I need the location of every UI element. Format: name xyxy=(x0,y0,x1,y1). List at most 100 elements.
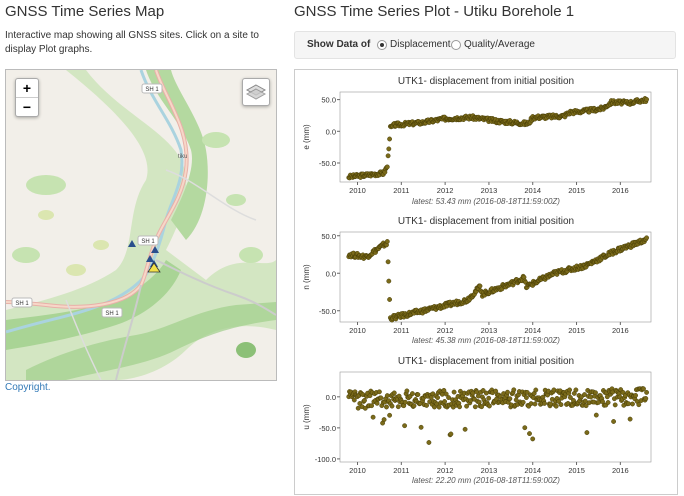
data-point xyxy=(567,395,573,400)
data-point xyxy=(411,403,417,409)
data-point xyxy=(532,401,538,407)
data-point xyxy=(369,403,375,409)
gnss-site-marker[interactable] xyxy=(146,255,154,262)
radio-selected-icon xyxy=(377,39,387,50)
data-point xyxy=(511,387,517,393)
data-point xyxy=(386,278,392,284)
y-tick-label: 0.0 xyxy=(326,269,336,278)
data-point xyxy=(548,401,554,407)
data-point xyxy=(530,436,536,442)
data-point xyxy=(641,386,646,392)
data-point xyxy=(582,392,587,397)
data-point xyxy=(480,388,486,393)
map-description: Interactive map showing all GNSS sites. … xyxy=(5,30,259,55)
x-tick-label: 2011 xyxy=(393,326,409,335)
data-point xyxy=(626,401,631,407)
plots-container: UTK1- displacement from initial position… xyxy=(294,69,678,495)
x-tick-label: 2014 xyxy=(524,186,541,195)
data-point xyxy=(627,416,633,422)
x-tick-label: 2016 xyxy=(612,326,629,335)
data-point xyxy=(384,404,389,410)
gnss-site-marker[interactable] xyxy=(128,240,136,247)
selected-site-marker[interactable] xyxy=(147,262,161,273)
data-point xyxy=(385,153,391,159)
data-point xyxy=(527,431,532,437)
data-point xyxy=(402,423,408,429)
data-point xyxy=(551,387,557,393)
data-point xyxy=(486,403,492,409)
interactive-map[interactable]: SH 1 SH 1 SH 1 SH 1 tiku + − xyxy=(5,69,277,381)
y-tick-label: 50.0 xyxy=(321,96,336,105)
x-tick-label: 2016 xyxy=(612,186,629,195)
data-point xyxy=(556,399,561,404)
data-point xyxy=(582,398,588,404)
data-point xyxy=(451,389,457,395)
layers-button[interactable] xyxy=(242,78,270,106)
data-point xyxy=(643,396,649,401)
zoom-in-button[interactable]: + xyxy=(22,80,32,96)
zoom-control: + − xyxy=(15,78,39,117)
x-tick-label: 2015 xyxy=(568,326,585,335)
x-tick-label: 2013 xyxy=(481,466,498,475)
data-point xyxy=(583,403,589,409)
data-point xyxy=(593,412,599,418)
latest-n: latest: 45.38 mm (2016-08-18T11:59:00Z) xyxy=(412,336,560,345)
data-point xyxy=(507,396,513,402)
data-point xyxy=(351,397,357,403)
y-tick-label: 50.0 xyxy=(321,232,336,241)
data-point xyxy=(513,397,519,403)
x-tick-label: 2015 xyxy=(568,186,585,195)
latest-e: latest: 53.43 mm (2016-08-18T11:59:00Z) xyxy=(412,197,560,206)
zoom-out-button[interactable]: − xyxy=(16,97,38,116)
x-tick-label: 2015 xyxy=(568,466,585,475)
copyright-link[interactable]: Copyright. xyxy=(5,382,51,393)
data-point xyxy=(381,417,387,422)
data-point xyxy=(533,387,539,393)
road-label: SH 1 xyxy=(141,239,155,245)
data-point xyxy=(553,403,559,409)
y-tick-label: 0.0 xyxy=(326,393,336,402)
chart-u: 0.0 -50.0 -100.0 2010 2011 2012 2013 2014 2015 20… xyxy=(302,371,652,475)
data-point xyxy=(636,402,642,408)
gnss-site-marker[interactable] xyxy=(151,246,159,253)
y-axis-label: n (mm) xyxy=(302,264,311,290)
data-point xyxy=(611,419,616,424)
data-point xyxy=(357,401,363,406)
data-point xyxy=(523,395,529,400)
data-point xyxy=(395,404,401,410)
display-options-bar: Show Data of Displacement Quality/Averag… xyxy=(294,31,676,59)
road-label: SH 1 xyxy=(15,301,29,307)
data-point xyxy=(644,235,649,241)
data-point xyxy=(604,394,610,400)
data-point xyxy=(418,424,424,430)
y-tick-label: -50.0 xyxy=(319,307,336,316)
data-point xyxy=(630,401,635,407)
x-tick-label: 2011 xyxy=(393,186,409,195)
data-point xyxy=(633,392,638,398)
y-axis-label: e (mm) xyxy=(302,124,311,150)
show-data-label: Show Data of xyxy=(307,39,371,50)
plot-area xyxy=(339,231,652,323)
data-point xyxy=(464,403,470,409)
plot-title-n: UTK1- displacement from initial position xyxy=(397,216,575,227)
x-tick-label: 2014 xyxy=(524,466,541,475)
data-point xyxy=(402,399,408,405)
map-tiles[interactable]: SH 1 SH 1 SH 1 SH 1 tiku xyxy=(6,70,276,380)
data-point xyxy=(377,389,382,395)
displacement-radio[interactable]: Displacement xyxy=(377,39,451,50)
data-point xyxy=(520,399,526,405)
quality-average-radio[interactable]: Quality/Average xyxy=(451,39,535,50)
data-point xyxy=(374,400,380,406)
data-point xyxy=(441,387,447,393)
y-tick-label: -100.0 xyxy=(315,455,336,464)
data-point xyxy=(387,412,393,418)
data-point xyxy=(378,395,384,401)
data-point xyxy=(426,440,432,445)
data-point xyxy=(386,146,392,152)
data-point xyxy=(505,389,510,395)
data-point xyxy=(605,400,611,405)
data-point xyxy=(644,96,649,102)
data-point xyxy=(479,404,485,410)
plot-title-e: UTK1- displacement from initial position xyxy=(397,76,575,87)
plot-title-u: UTK1- displacement from initial position xyxy=(397,356,575,367)
